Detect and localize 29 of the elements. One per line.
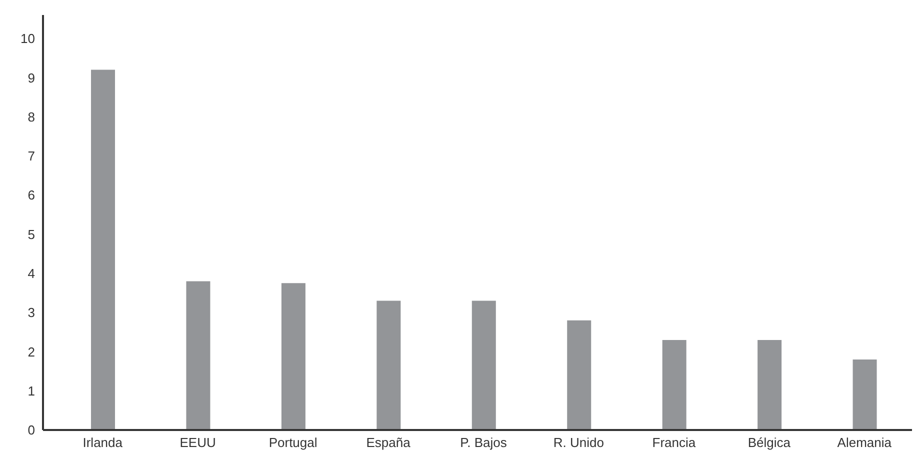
y-tick-label: 9	[28, 70, 35, 86]
x-tick-label: Alemania	[837, 435, 892, 450]
bar	[852, 360, 877, 430]
bar	[567, 320, 592, 430]
y-tick-label: 1	[28, 383, 35, 398]
y-tick-label: 0	[28, 422, 35, 438]
y-tick-label: 7	[28, 148, 35, 164]
x-tick-label: EEUU	[180, 435, 216, 450]
bar	[758, 340, 782, 430]
y-tick-label: 10	[20, 31, 35, 46]
x-tick-label: Portugal	[268, 435, 318, 450]
y-tick-label: 6	[28, 188, 35, 203]
y-tick-label: 3	[28, 305, 35, 320]
x-tick-label: Bélgica	[748, 435, 792, 450]
bar	[662, 340, 686, 430]
y-tick-label: 2	[28, 344, 35, 360]
bar	[186, 281, 210, 430]
x-tick-label: España	[366, 435, 412, 450]
bar	[91, 70, 115, 430]
x-tick-label: R. Unido	[553, 435, 604, 450]
y-tick-label: 8	[28, 109, 35, 124]
x-tick-label: Irlanda	[82, 435, 124, 450]
x-tick-label: Francia	[652, 435, 696, 450]
bar	[376, 300, 401, 430]
bar	[281, 283, 306, 430]
bar	[472, 300, 496, 430]
y-tick-label: 4	[28, 266, 35, 282]
y-tick-label: 5	[28, 226, 35, 242]
x-tick-label: P. Bajos	[460, 435, 508, 450]
